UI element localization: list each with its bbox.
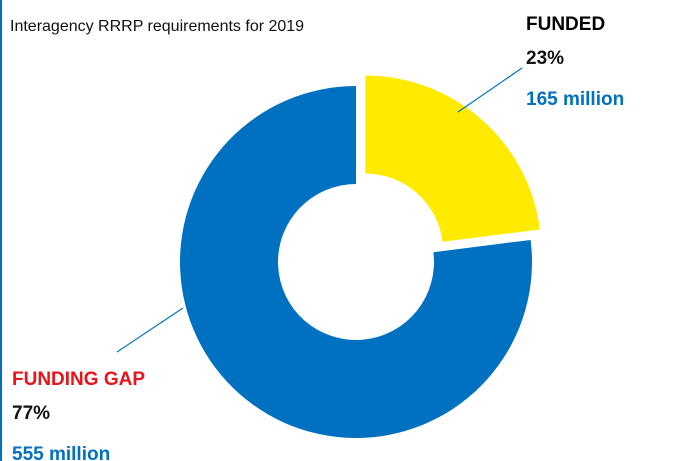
chart-title: Interagency RRRP requirements for 2019	[10, 18, 304, 35]
category-label: FUNDING GAP	[12, 369, 145, 390]
amount-label: 165 million	[526, 89, 624, 110]
donut-slice	[179, 86, 532, 439]
category-label: FUNDED	[526, 14, 605, 35]
leader-line	[116, 307, 184, 353]
amount-label: 555 million	[12, 444, 110, 461]
value-label: 23%	[526, 48, 564, 69]
donut-slice	[365, 75, 540, 242]
leader-line	[457, 67, 523, 113]
value-label: 77%	[12, 403, 50, 424]
frame-edge	[0, 0, 2, 461]
